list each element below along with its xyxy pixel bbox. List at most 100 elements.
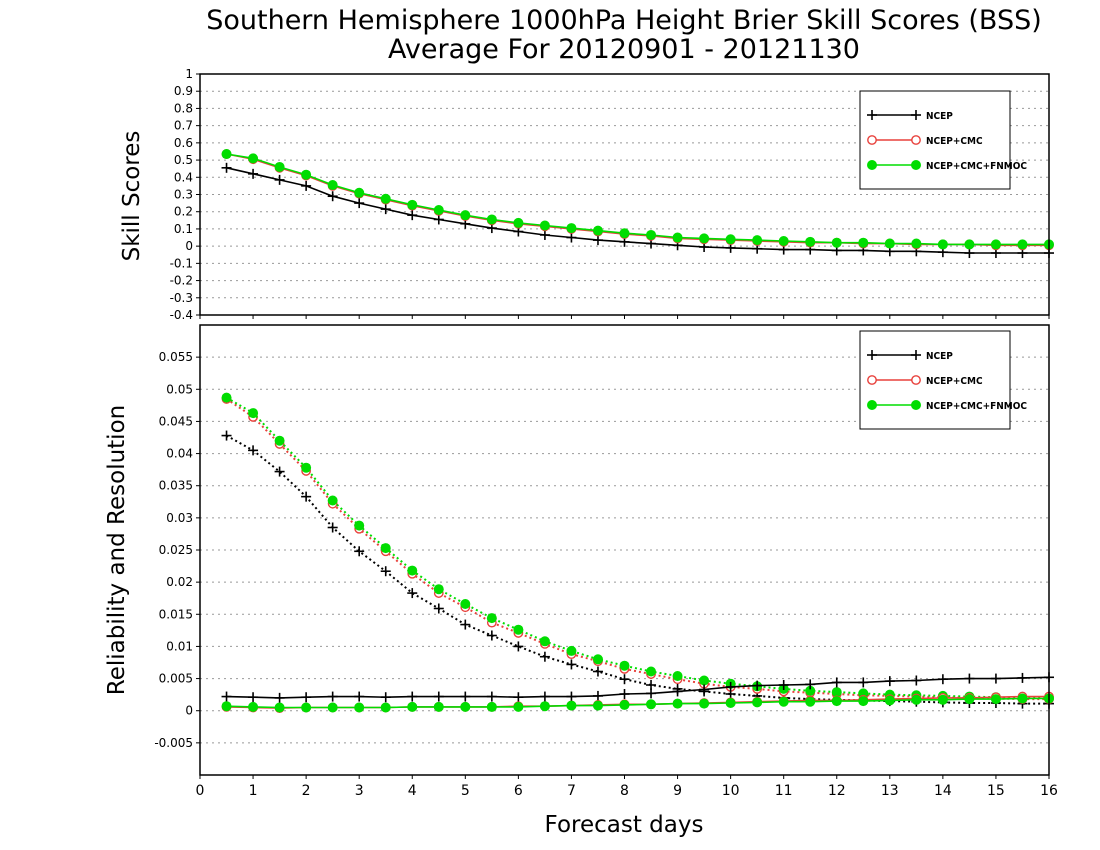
data-point-ncep-cmc-fnmoc-reliability: [725, 698, 736, 708]
legend-label: NCEP: [926, 351, 953, 362]
data-point-ncep-cmc-fnmoc: [964, 239, 975, 250]
legend-label: NCEP+CMC: [926, 376, 983, 387]
chart-title-line2: Average For 20120901 - 20121130: [388, 34, 860, 65]
x-tick-label: 16: [1040, 783, 1058, 799]
x-tick-label: 10: [722, 783, 740, 799]
data-point-ncep-cmc-fnmoc-resolution: [380, 543, 391, 554]
data-point-ncep: [248, 168, 259, 179]
y-tick-label: 0.3: [174, 188, 193, 202]
y-tick-label: 0.4: [174, 170, 193, 184]
data-point-ncep-cmc-fnmoc-resolution: [672, 671, 683, 681]
data-point-ncep-cmc-fnmoc: [301, 169, 312, 180]
data-point-ncep-cmc-fnmoc-resolution: [327, 495, 338, 506]
data-point-ncep-reliability: [805, 679, 816, 690]
y-tick-label: 0: [185, 704, 193, 718]
data-point-ncep-reliability: [274, 692, 285, 703]
data-point-ncep: [354, 198, 365, 209]
data-point-ncep: [380, 204, 391, 215]
y-tick-label: 0.045: [159, 414, 193, 428]
data-point-ncep-cmc-fnmoc-resolution: [407, 565, 418, 576]
data-point-ncep-resolution: [513, 641, 524, 652]
data-point-ncep-cmc-fnmoc: [990, 239, 1001, 250]
x-tick-label: 1: [249, 783, 258, 799]
data-point-ncep-cmc-fnmoc-reliability: [990, 694, 1001, 705]
chart-title-line1: Southern Hemisphere 1000hPa Height Brier…: [206, 5, 1042, 36]
x-tick-label: 8: [620, 783, 629, 799]
data-point-ncep-resolution: [354, 546, 365, 557]
data-point-ncep: [433, 214, 444, 225]
data-point-ncep: [592, 235, 603, 246]
plot-frame: [199, 73, 1050, 316]
plot-frame: [199, 324, 1050, 776]
legend-marker: [911, 110, 921, 120]
data-point-ncep-cmc-fnmoc: [566, 223, 577, 234]
data-point-ncep-reliability: [858, 677, 869, 688]
data-point-ncep-cmc-fnmoc-reliability: [752, 697, 763, 708]
x-tick-label: 3: [355, 783, 364, 799]
y-tick-label: 1: [185, 67, 193, 81]
data-point-ncep-reliability: [646, 688, 657, 699]
legend-marker: [867, 400, 877, 410]
x-axis-label: Forecast days: [545, 812, 704, 838]
data-point-ncep-reliability: [539, 691, 550, 702]
x-tick-label: 13: [881, 783, 899, 799]
data-point-ncep-resolution: [619, 674, 630, 685]
data-point-ncep-cmc-fnmoc-reliability: [805, 696, 816, 707]
x-tick-label: 4: [408, 783, 417, 799]
legend-marker: [911, 135, 921, 145]
data-point-ncep-reliability: [354, 691, 365, 702]
y-tick-label: 0.04: [166, 447, 193, 461]
data-point-ncep-resolution: [221, 430, 232, 441]
data-point-ncep-cmc-fnmoc-reliability: [433, 701, 444, 712]
legend-marker: [911, 375, 921, 385]
data-point-ncep: [274, 174, 285, 185]
data-point-ncep-cmc-fnmoc-reliability: [407, 701, 418, 712]
data-point-ncep: [221, 162, 232, 173]
data-point-ncep-reliability: [592, 690, 603, 701]
x-tick-label: 11: [775, 783, 793, 799]
data-point-ncep-cmc-fnmoc: [778, 235, 789, 246]
x-tick-label: 0: [196, 783, 205, 799]
data-point-ncep-reliability: [460, 691, 471, 702]
data-point-ncep-reliability: [990, 673, 1001, 684]
reliability-resolution-ylabel: Reliability and Resolution: [104, 405, 130, 695]
data-point-ncep-reliability: [937, 674, 948, 685]
legend: NCEP NCEP+CMC NCEP+CMC+FNMOC: [859, 90, 1027, 190]
data-point-ncep-reliability: [1017, 672, 1028, 683]
data-point-ncep-cmc-fnmoc: [433, 204, 444, 215]
legend-marker: [867, 135, 877, 145]
y-tick-label: 0.8: [174, 101, 193, 115]
skill-scores-ylabel: Skill Scores: [119, 131, 145, 262]
x-tick-label: 5: [461, 783, 470, 799]
data-point-ncep-reliability: [725, 681, 736, 692]
data-point-ncep: [964, 248, 975, 259]
data-point-ncep-cmc-fnmoc-resolution: [301, 462, 312, 473]
y-tick-label: 0.025: [159, 543, 193, 557]
data-point-ncep-cmc-fnmoc-reliability: [221, 701, 232, 712]
y-tick-label: -0.3: [170, 291, 193, 305]
data-point-ncep-cmc-fnmoc-reliability: [1017, 693, 1028, 704]
data-point-ncep-resolution: [566, 659, 577, 670]
data-point-ncep-cmc-fnmoc-resolution: [248, 408, 259, 419]
data-point-ncep-reliability: [486, 691, 497, 702]
data-point-ncep-cmc-fnmoc: [380, 193, 391, 204]
legend-label: NCEP+CMC+FNMOC: [926, 161, 1027, 172]
data-point-ncep-cmc-fnmoc-reliability: [380, 702, 391, 713]
data-point-ncep-reliability: [699, 684, 710, 695]
data-point-ncep-cmc-fnmoc: [354, 187, 365, 198]
x-tick-label: 2: [302, 783, 311, 799]
y-tick-label: 0.1: [174, 222, 193, 236]
data-point-ncep-cmc-fnmoc: [752, 235, 763, 246]
data-point-ncep-cmc-fnmoc: [327, 180, 338, 191]
legend: NCEP NCEP+CMC NCEP+CMC+FNMOC: [859, 330, 1027, 430]
data-point-ncep-cmc-fnmoc: [699, 233, 710, 244]
x-tick-label: 9: [673, 783, 682, 799]
data-point-ncep-cmc-fnmoc-resolution: [646, 666, 657, 677]
data-point-ncep-cmc-fnmoc-reliability: [858, 696, 869, 707]
data-point-ncep-cmc-fnmoc-resolution: [486, 613, 497, 624]
data-point-ncep-cmc-fnmoc-reliability: [460, 701, 471, 712]
data-point-ncep-cmc-fnmoc: [937, 239, 948, 250]
data-point-ncep-cmc-fnmoc-resolution: [354, 520, 365, 531]
data-point-ncep-cmc-fnmoc: [248, 153, 259, 164]
data-point-ncep-cmc-fnmoc: [884, 238, 895, 249]
